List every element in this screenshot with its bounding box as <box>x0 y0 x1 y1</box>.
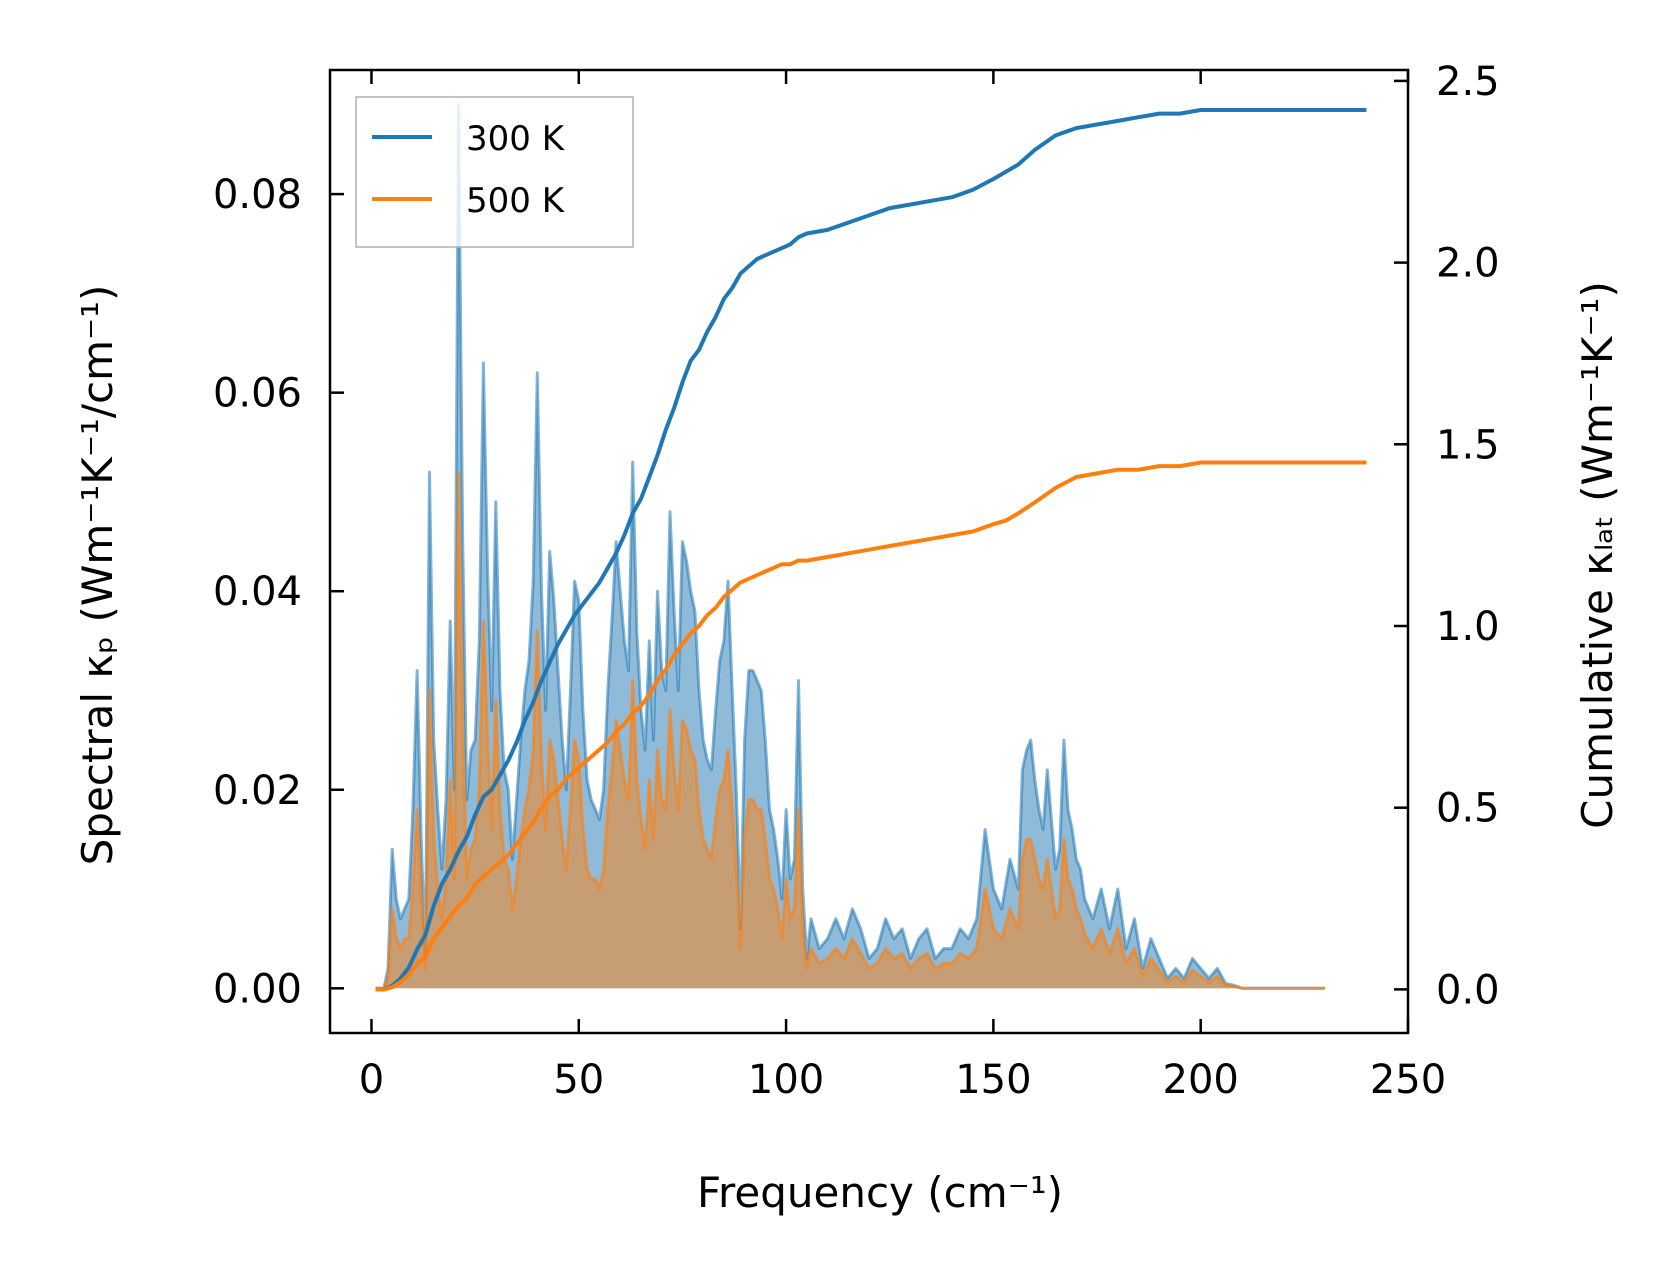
y-tick-label-right: 0.5 <box>1436 786 1500 832</box>
legend: 300 K 500 K <box>355 96 634 248</box>
spectral-line-500k <box>375 470 1326 990</box>
y-axis-right-title: Cumulative κₗₐₜ (Wm⁻¹K⁻¹) <box>1573 281 1622 829</box>
x-tick-label: 100 <box>748 1057 824 1103</box>
legend-label-300k: 300 K <box>466 119 566 159</box>
y-tick-label-left: 0.02 <box>213 768 302 814</box>
axis-ticks: 0 50 100 150 200 250 0.00 0.02 0.04 0.06 0.08 0.0 0.… <box>213 59 1500 1103</box>
y-tick-label-right: 1.0 <box>1436 604 1500 650</box>
legend-label-500k: 500 K <box>466 181 566 221</box>
y-tick-label-left: 0.00 <box>213 966 302 1012</box>
y-axis-left-title: Spectral κₚ (Wm⁻¹K⁻¹/cm⁻¹) <box>73 285 122 866</box>
x-tick-label: 150 <box>955 1057 1031 1103</box>
y-tick-label-left: 0.04 <box>213 569 302 615</box>
y-tick-label-left: 0.06 <box>213 371 302 417</box>
y-tick-label-right: 2.5 <box>1436 59 1500 105</box>
y-tick-label-right: 1.5 <box>1436 422 1500 468</box>
cumulative-line-500k <box>375 460 1367 992</box>
spectral-line-300k <box>375 103 1326 990</box>
x-tick-label: 0 <box>359 1057 384 1103</box>
cumulative-lines <box>375 108 1367 992</box>
x-axis-title: Frequency (cm⁻¹) <box>697 1168 1063 1217</box>
y-tick-label-left: 0.08 <box>213 172 302 218</box>
x-tick-label: 50 <box>553 1057 604 1103</box>
spectral-area-500k <box>375 472 1326 989</box>
legend-box <box>355 96 634 248</box>
plot-frame <box>328 68 1410 1035</box>
spectral-lines <box>375 103 1326 990</box>
x-tick-label: 250 <box>1370 1057 1446 1103</box>
x-tick-label: 200 <box>1163 1057 1239 1103</box>
y-tick-label-right: 0.0 <box>1436 967 1500 1013</box>
y-tick-label-right: 2.0 <box>1436 241 1500 287</box>
cumulative-line-300k <box>375 108 1367 992</box>
